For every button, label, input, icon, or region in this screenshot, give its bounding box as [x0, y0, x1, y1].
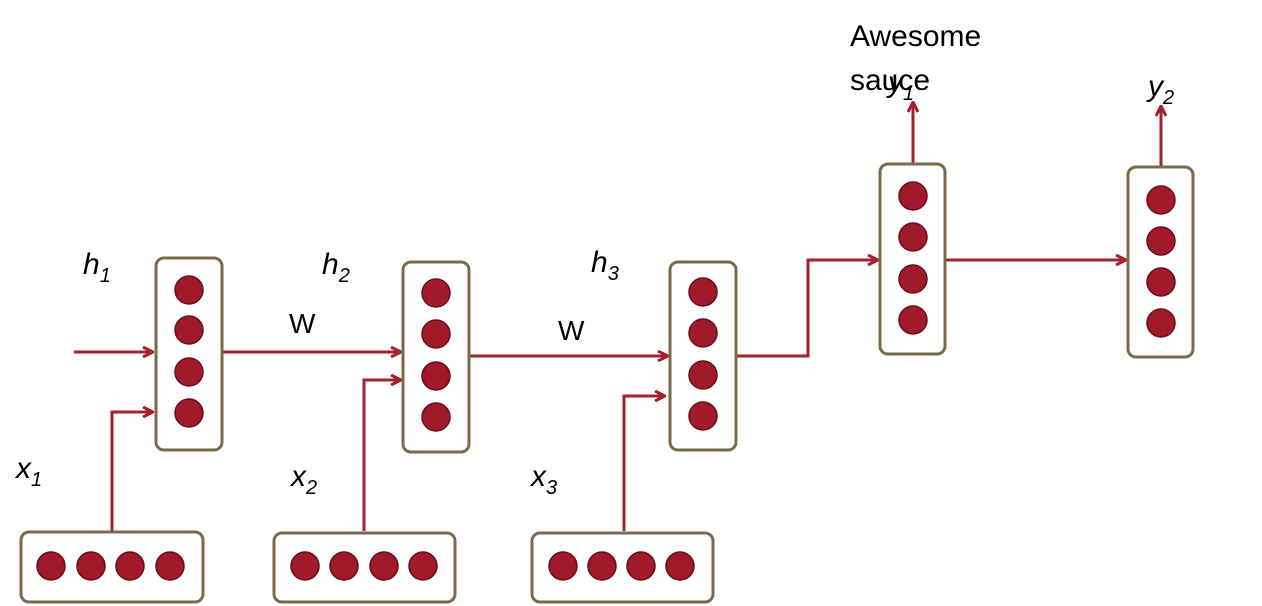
- input-layer-x1: [19, 530, 205, 604]
- neuron: [1146, 308, 1176, 338]
- label-x2: x2: [289, 460, 317, 499]
- neuron: [76, 551, 106, 581]
- neuron: [898, 181, 928, 211]
- annotation-line-2: sauce: [850, 64, 930, 97]
- x3-to-h3-arrow: [622, 396, 664, 531]
- neuron: [174, 275, 204, 305]
- neuron: [174, 357, 204, 387]
- neuron: [688, 360, 718, 390]
- input-layer-x3: [530, 531, 715, 604]
- hidden-layer-h1: [154, 256, 224, 452]
- neuron: [174, 315, 204, 345]
- weight-label-w1: W: [289, 308, 316, 339]
- label-h3: h3: [591, 246, 619, 285]
- label-h1: h1: [83, 248, 111, 287]
- label-h2: h2: [322, 248, 350, 287]
- neuron: [587, 551, 617, 581]
- neuron: [174, 398, 204, 428]
- neuron: [155, 551, 185, 581]
- neuron: [898, 222, 928, 252]
- label-x1: x1: [14, 452, 42, 491]
- neuron: [115, 551, 145, 581]
- neuron: [36, 551, 66, 581]
- label-x3: x3: [529, 460, 557, 499]
- neuron: [421, 319, 451, 349]
- neuron: [665, 551, 695, 581]
- neuron: [421, 402, 451, 432]
- neuron: [369, 551, 399, 581]
- label-y2: y2: [1146, 70, 1174, 109]
- neuron: [329, 551, 359, 581]
- neuron: [548, 551, 578, 581]
- neuron: [1146, 226, 1176, 256]
- output-layer-y1: [878, 162, 947, 356]
- hidden-layer-h3: [668, 260, 738, 452]
- neuron: [898, 264, 928, 294]
- x2-to-h2-arrow: [362, 380, 400, 531]
- h3-to-y1-arrow: [737, 260, 877, 358]
- neuron: [688, 401, 718, 431]
- neuron: [1146, 267, 1176, 297]
- output-layer-y2: [1126, 165, 1195, 359]
- neuron: [421, 361, 451, 391]
- connections: [74, 103, 1161, 531]
- label-y1: y1: [886, 66, 914, 105]
- neuron: [626, 551, 656, 581]
- neuron: [1146, 185, 1176, 215]
- neuron: [421, 278, 451, 308]
- input-layer-x2: [272, 531, 457, 604]
- neuron: [688, 277, 718, 307]
- neuron: [290, 551, 320, 581]
- neuron: [898, 305, 928, 335]
- weight-label-w2: W: [558, 315, 585, 346]
- neuron: [408, 551, 438, 581]
- hidden-layer-h2: [401, 260, 471, 454]
- neuron: [688, 318, 718, 348]
- x1-to-h1-arrow: [110, 412, 152, 531]
- annotation-line-1: Awesome: [850, 20, 981, 53]
